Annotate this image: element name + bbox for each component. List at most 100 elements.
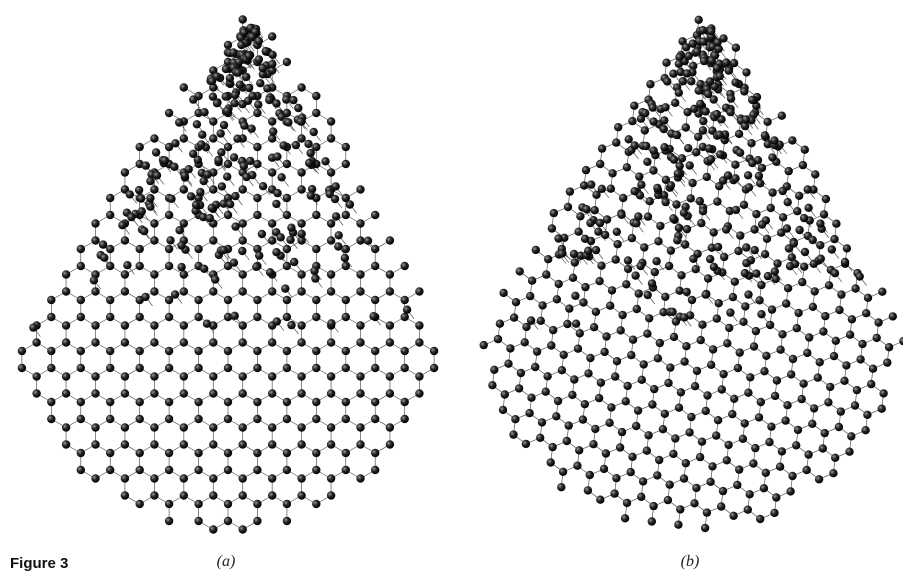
atom xyxy=(668,308,676,316)
atom xyxy=(704,274,712,282)
atom xyxy=(150,270,158,278)
atom xyxy=(565,304,573,312)
atom xyxy=(512,298,520,306)
atom xyxy=(672,200,680,208)
atom xyxy=(240,121,248,129)
atom xyxy=(259,182,267,190)
atom xyxy=(638,376,646,384)
atom xyxy=(273,189,281,197)
atom xyxy=(253,364,261,372)
atom xyxy=(272,99,280,107)
atom xyxy=(480,341,488,349)
atom xyxy=(719,370,727,378)
atom xyxy=(239,338,247,346)
atom xyxy=(106,245,114,253)
atom xyxy=(686,161,694,169)
atom xyxy=(538,301,546,309)
atom xyxy=(644,291,652,299)
atom xyxy=(196,188,204,196)
atom xyxy=(242,73,250,81)
atom xyxy=(150,338,158,346)
atom xyxy=(90,276,98,284)
atom xyxy=(356,219,364,227)
atom xyxy=(762,352,770,360)
atom xyxy=(571,258,579,266)
atom xyxy=(760,484,768,492)
atom xyxy=(203,170,211,178)
atom xyxy=(690,499,698,507)
atom xyxy=(756,515,764,523)
atom xyxy=(744,506,752,514)
atom xyxy=(744,290,752,298)
atom xyxy=(698,438,706,446)
atom xyxy=(180,338,188,346)
atom xyxy=(757,398,765,406)
atom xyxy=(77,347,85,355)
atom xyxy=(217,148,225,156)
atom xyxy=(778,330,786,338)
atom xyxy=(312,313,320,321)
atom xyxy=(194,347,202,355)
atom xyxy=(32,372,40,380)
atom xyxy=(346,200,354,208)
atom xyxy=(659,425,667,433)
atom xyxy=(224,160,232,168)
atom xyxy=(218,182,226,190)
atom xyxy=(490,366,498,374)
atom xyxy=(616,443,624,451)
atom xyxy=(371,415,379,423)
atom xyxy=(687,77,695,85)
atom xyxy=(194,466,202,474)
atom xyxy=(732,44,740,52)
atom xyxy=(549,326,557,334)
atom xyxy=(161,156,169,164)
atom xyxy=(528,277,536,285)
atom xyxy=(688,179,696,187)
atom xyxy=(842,361,850,369)
atom xyxy=(628,117,636,125)
atom xyxy=(194,398,202,406)
atom xyxy=(165,245,173,253)
atom xyxy=(525,409,533,417)
atom xyxy=(862,309,870,317)
atom xyxy=(558,249,566,257)
atom xyxy=(798,395,806,403)
atom xyxy=(635,289,643,297)
atom xyxy=(573,462,581,470)
atom xyxy=(766,321,774,329)
atom xyxy=(356,423,364,431)
atom xyxy=(821,429,829,437)
atom xyxy=(606,302,614,310)
atom xyxy=(268,423,276,431)
atom xyxy=(581,400,589,408)
atom xyxy=(831,269,839,277)
atom xyxy=(246,157,254,165)
atom xyxy=(310,267,318,275)
atom xyxy=(696,453,704,461)
atom xyxy=(571,292,579,300)
atom xyxy=(312,364,320,372)
atom xyxy=(586,219,594,227)
atom xyxy=(841,258,849,266)
atom xyxy=(219,246,227,254)
atom xyxy=(672,131,680,139)
atom xyxy=(213,99,221,107)
atom xyxy=(677,388,685,396)
atom xyxy=(568,391,576,399)
atom xyxy=(334,242,342,250)
atom xyxy=(150,185,158,193)
atom xyxy=(297,83,305,91)
atom xyxy=(268,168,276,176)
atom xyxy=(494,335,502,343)
atom xyxy=(32,389,40,397)
atom xyxy=(665,262,673,270)
atom xyxy=(327,236,335,244)
atom xyxy=(669,450,677,458)
atom xyxy=(180,287,188,295)
atom xyxy=(342,466,350,474)
atom xyxy=(415,338,423,346)
atom xyxy=(793,207,801,215)
atom xyxy=(576,212,584,220)
atom xyxy=(356,474,364,482)
atom xyxy=(91,440,99,448)
